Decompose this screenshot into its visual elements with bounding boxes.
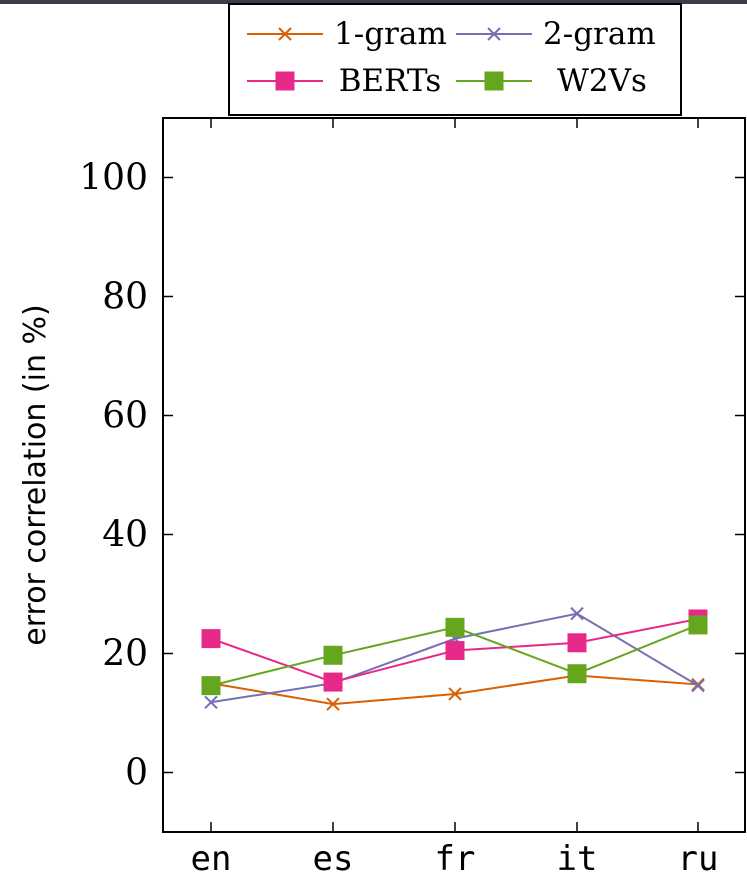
plot-frame: [162, 117, 746, 833]
series-layer: [201, 606, 708, 711]
y-tick-label: 80: [102, 277, 148, 318]
legend-marker: [275, 71, 295, 91]
legend-label: 2-gram: [543, 16, 656, 52]
data-point-2-gram: [570, 606, 584, 621]
data-point-2-gram: [691, 678, 705, 693]
series-w2vs: [201, 615, 708, 696]
legend-label: W2Vs: [557, 63, 647, 99]
data-point-w2vs: [445, 617, 465, 637]
legend: 1-gram 2-gram BERTs W2Vs: [228, 3, 682, 116]
data-point-1-gram: [448, 687, 462, 701]
y-tick-label: 100: [79, 158, 148, 199]
legend-entry-berts: BERTs: [247, 63, 441, 99]
data-point-w2vs: [688, 615, 708, 635]
legend-frame: [228, 3, 682, 116]
y-tick-label: 60: [102, 396, 148, 437]
data-point-berts: [445, 641, 465, 661]
legend-entry-w2vs: W2Vs: [456, 63, 647, 99]
legend-label: 1-gram: [334, 16, 447, 52]
data-point-berts: [323, 672, 343, 692]
legend-label: BERTs: [339, 63, 442, 99]
x-tick-label: es: [313, 839, 354, 879]
y-tick-label: 20: [102, 634, 148, 675]
legend-marker: [487, 27, 501, 41]
y-axis: 0 20 40 60 80 100: [79, 158, 745, 794]
x-tick-label: en: [191, 839, 232, 879]
window-top-bar: [0, 0, 747, 4]
x-tick-label: it: [557, 839, 598, 879]
data-point-w2vs: [201, 676, 221, 696]
data-point-w2vs: [567, 664, 587, 684]
data-point-berts: [201, 629, 221, 649]
series-1-gram: [204, 668, 705, 711]
legend-marker: [278, 27, 292, 41]
data-point-1-gram: [326, 697, 340, 711]
legend-marker: [484, 71, 504, 91]
data-point-w2vs: [323, 645, 343, 665]
data-point-2-gram: [204, 695, 218, 709]
x-axis: en es fr it ru: [191, 118, 719, 879]
x-tick-label: ru: [678, 839, 719, 879]
y-tick-label: 40: [102, 515, 148, 556]
legend-entry-2-gram: 2-gram: [456, 16, 656, 52]
legend-entry-1-gram: 1-gram: [247, 16, 447, 52]
y-tick-label: 0: [125, 753, 148, 794]
series-line-1-gram: [210, 674, 699, 706]
data-point-berts: [567, 633, 587, 653]
x-tick-label: fr: [435, 839, 476, 879]
y-axis-label: error correlation (in %): [18, 304, 53, 645]
